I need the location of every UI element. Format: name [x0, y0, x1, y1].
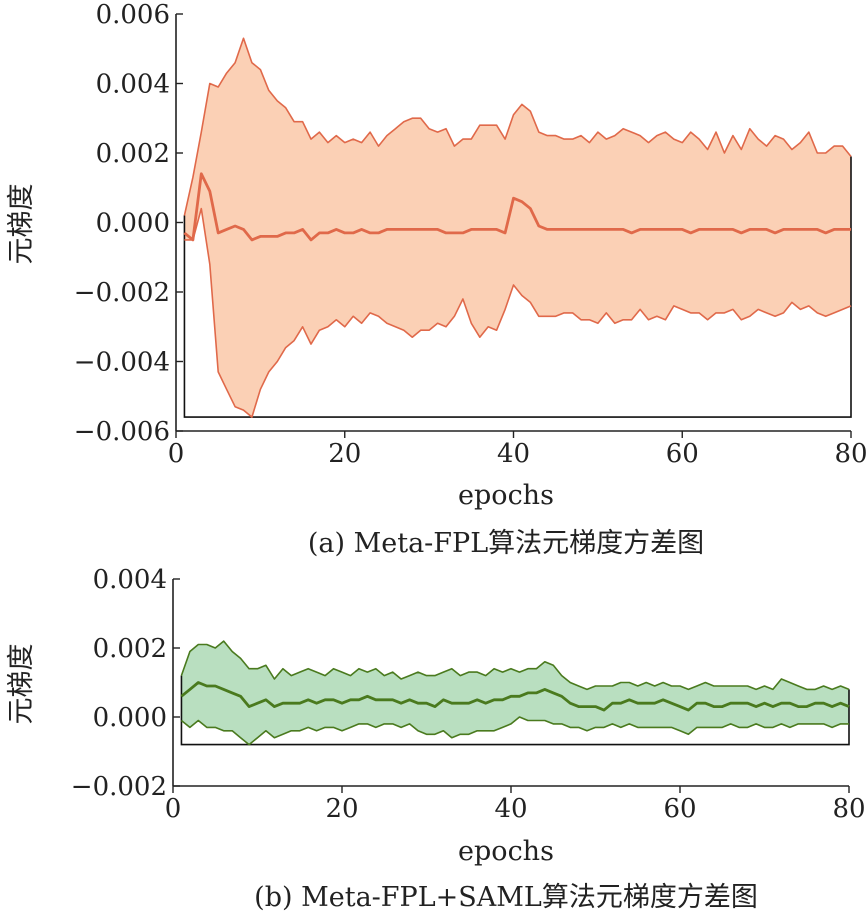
chart-b-xtick-label: 40 [494, 794, 527, 824]
chart-a-variance-band [184, 38, 851, 418]
chart-b-mean-line [180, 681, 850, 712]
chart-a-ytick-label: 0.002 [96, 139, 170, 169]
chart-b-variance-band [181, 641, 849, 745]
chart-b-xtick-label: 20 [325, 794, 358, 824]
chart-b-ytick-label: 0.004 [93, 565, 167, 595]
chart-a-xtick-label: 0 [168, 439, 185, 469]
chart-a-ytick-label: 0.004 [96, 70, 170, 100]
chart-b-ytick-label: 0.000 [93, 703, 167, 733]
chart-b-upper-line [180, 640, 850, 691]
chart-a-caption: (a) Meta-FPL算法元梯度方差图 [308, 528, 704, 559]
chart-b-xtick-label: 60 [663, 794, 696, 824]
chart-b-ytick-label: 0.002 [93, 634, 167, 664]
chart-a-axes: −0.006 −0.004 −0.002 0.000 0.002 0.004 0.006 0 2… [74, 0, 867, 469]
chart-b-xtick-label: 80 [832, 794, 865, 824]
chart-b-axes: −0.002 0.000 0.002 0.004 0 20 40 60 80 [71, 565, 866, 824]
chart-b-plot-area [180, 640, 850, 746]
chart-a: −0.006 −0.004 −0.002 0.000 0.002 0.004 0.006 0 2… [6, 0, 867, 559]
chart-a-ylabel: 元梯度 [6, 184, 37, 265]
chart-a-xtick-label: 20 [328, 439, 361, 469]
chart-a-band-frame [183, 156, 852, 418]
chart-a-xtick-label: 60 [666, 439, 699, 469]
chart-b-ytick-label: −0.002 [71, 772, 167, 802]
chart-b-xlabel: epochs [458, 836, 554, 867]
chart-a-upper-line [183, 37, 852, 216]
chart-b: −0.002 0.000 0.002 0.004 0 20 40 60 80 epochs 元梯… [6, 565, 866, 913]
chart-b-band-frame [180, 675, 850, 746]
chart-a-plot-area [183, 37, 852, 418]
chart-a-xtick-label: 80 [834, 439, 867, 469]
chart-a-ytick-label: −0.004 [74, 348, 170, 378]
chart-a-ytick-label: 0.000 [96, 209, 170, 239]
chart-a-xlabel: epochs [458, 480, 554, 511]
chart-a-ytick-label: −0.006 [74, 417, 170, 447]
chart-a-ytick-label: 0.006 [96, 0, 170, 30]
chart-a-xtick-label: 40 [497, 439, 530, 469]
chart-a-ytick-label: −0.002 [74, 278, 170, 308]
chart-b-caption: (b) Meta-FPL+SAML算法元梯度方差图 [254, 882, 758, 913]
chart-a-mean-line [183, 172, 851, 242]
chart-b-ylabel: 元梯度 [6, 644, 37, 725]
chart-b-lower-line [180, 716, 849, 746]
chart-b-xtick-label: 0 [165, 794, 182, 824]
chart-a-lower-line [184, 207, 852, 418]
